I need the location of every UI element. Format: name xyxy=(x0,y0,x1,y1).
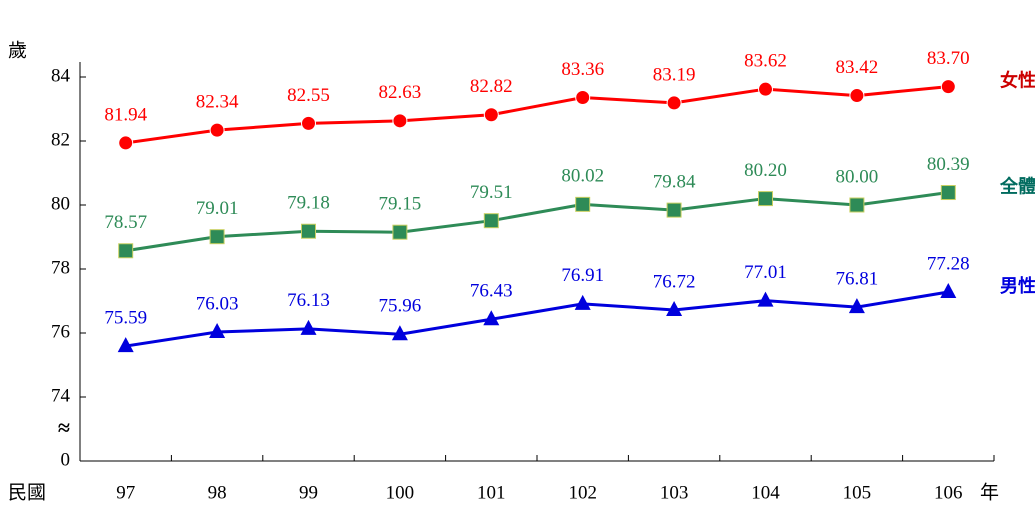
legend-label: 男性 xyxy=(1000,275,1035,296)
series-line xyxy=(125,85,949,145)
x-tick-label: 105 xyxy=(843,482,872,503)
x-suffix: 年 xyxy=(980,481,999,503)
marker xyxy=(574,294,591,310)
x-prefix: 民國 xyxy=(8,482,46,503)
data-label: 82.63 xyxy=(379,82,422,103)
data-label: 79.01 xyxy=(196,198,239,219)
marker xyxy=(118,135,134,151)
marker xyxy=(483,310,500,326)
marker xyxy=(391,325,408,341)
data-label: 79.51 xyxy=(470,182,513,203)
y-tick-label: 82 xyxy=(51,129,70,150)
marker xyxy=(300,319,317,335)
data-label: 76.13 xyxy=(287,290,330,311)
data-label: 76.43 xyxy=(470,281,513,302)
axis-break: ≈ xyxy=(58,415,70,440)
data-label: 80.00 xyxy=(836,166,879,187)
marker xyxy=(483,107,499,123)
marker xyxy=(666,300,683,316)
x-tick-label: 106 xyxy=(934,482,963,503)
marker xyxy=(118,243,134,259)
x-tick-label: 103 xyxy=(660,482,689,503)
marker xyxy=(757,291,774,307)
legend-label: 全體 xyxy=(999,176,1035,197)
marker xyxy=(117,337,134,353)
marker xyxy=(301,223,316,239)
data-label: 76.91 xyxy=(561,265,604,286)
legend-label: 女性 xyxy=(1000,70,1035,91)
marker xyxy=(940,283,957,299)
data-label: 82.82 xyxy=(470,76,513,97)
data-label: 79.84 xyxy=(653,171,696,192)
data-label: 80.20 xyxy=(744,160,787,181)
marker xyxy=(849,197,865,213)
marker xyxy=(209,229,225,245)
marker xyxy=(392,224,408,240)
data-label: 77.28 xyxy=(927,253,970,274)
x-tick-label: 99 xyxy=(299,482,318,503)
data-label: 83.42 xyxy=(836,57,879,78)
series-line xyxy=(125,290,949,348)
marker xyxy=(758,191,773,207)
data-label: 82.34 xyxy=(196,91,239,112)
marker xyxy=(666,202,682,218)
data-label: 83.70 xyxy=(927,48,970,69)
y-origin-label: 0 xyxy=(61,449,71,470)
marker xyxy=(940,185,956,201)
marker xyxy=(575,89,591,105)
marker xyxy=(483,213,499,229)
y-tick-label: 74 xyxy=(51,385,71,406)
y-tick-label: 84 xyxy=(51,65,71,86)
data-label: 76.81 xyxy=(836,268,879,289)
marker xyxy=(209,323,226,339)
data-label: 82.55 xyxy=(287,85,330,106)
x-tick-label: 104 xyxy=(751,482,780,503)
series-line xyxy=(125,191,949,253)
data-label: 75.59 xyxy=(104,307,147,328)
x-tick-label: 98 xyxy=(208,482,227,503)
data-label: 77.01 xyxy=(744,262,787,283)
x-tick-label: 100 xyxy=(386,482,415,503)
x-tick-label: 102 xyxy=(568,482,597,503)
data-label: 83.62 xyxy=(744,51,787,72)
marker xyxy=(301,115,316,131)
data-label: 80.02 xyxy=(561,166,604,187)
data-label: 83.19 xyxy=(653,64,696,85)
marker xyxy=(666,95,682,111)
y-unit: 歲 xyxy=(8,39,27,61)
marker xyxy=(848,298,865,314)
x-tick-label: 101 xyxy=(477,482,506,503)
marker xyxy=(940,79,956,95)
marker xyxy=(209,122,225,138)
data-label: 76.03 xyxy=(196,293,239,314)
marker xyxy=(758,81,773,97)
data-label: 76.72 xyxy=(653,271,696,292)
y-tick-label: 80 xyxy=(51,193,70,214)
data-label: 78.57 xyxy=(104,212,147,233)
y-tick-label: 78 xyxy=(51,257,70,278)
x-tick-label: 97 xyxy=(116,482,135,503)
data-label: 79.18 xyxy=(287,193,330,214)
marker xyxy=(849,88,865,104)
data-label: 83.36 xyxy=(561,59,604,80)
y-tick-label: 76 xyxy=(51,321,70,342)
marker xyxy=(392,113,408,129)
data-label: 75.96 xyxy=(379,296,422,317)
data-label: 81.94 xyxy=(104,104,147,125)
marker xyxy=(575,196,591,212)
data-label: 79.15 xyxy=(379,194,422,215)
data-label: 80.39 xyxy=(927,154,970,175)
